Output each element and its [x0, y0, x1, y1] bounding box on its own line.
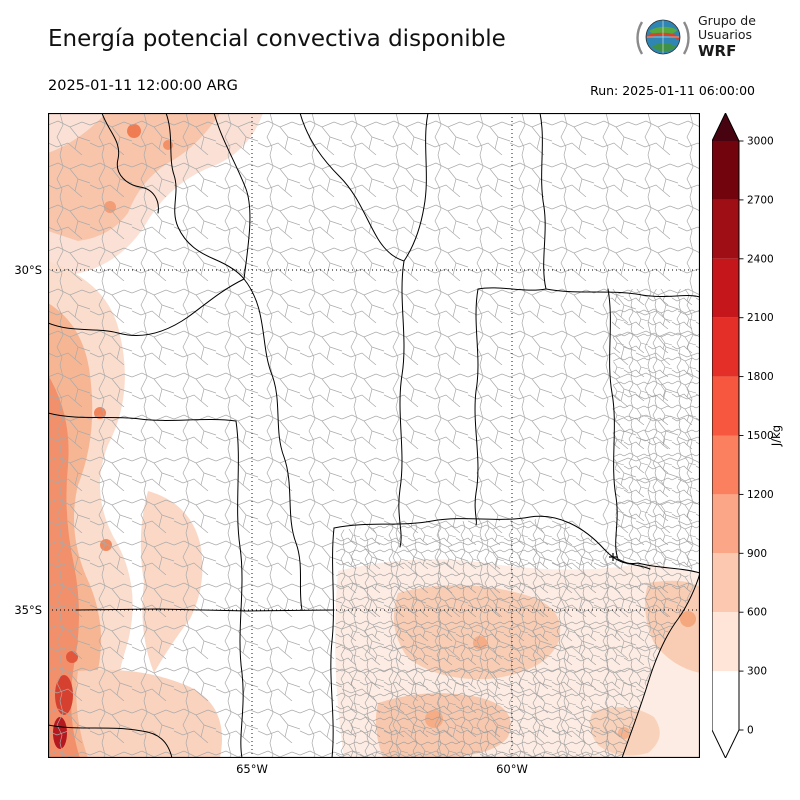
colorbar-segment	[712, 612, 739, 672]
colorbar-tick-label: 2100	[747, 312, 774, 324]
logo-line-2: Usuarios	[698, 27, 753, 43]
colorbar-segment	[712, 671, 739, 730]
lon-tick-65w: 65°W	[236, 762, 268, 776]
logo-line-1: Grupo de	[698, 13, 756, 28]
colorbar-tick-label: 2400	[747, 253, 774, 265]
colorbar-tick-label: 600	[747, 607, 767, 619]
globe-icon	[636, 19, 690, 55]
colorbar-segment	[712, 553, 739, 613]
page-title: Energía potencial convectiva disponible	[48, 26, 506, 52]
department-boundaries-layer	[48, 113, 700, 758]
map-canvas	[48, 113, 700, 758]
colorbar-tick-labels: 3000 2700 2400 2100 1800 1500 1200 900 6…	[747, 136, 774, 737]
colorbar-segment	[712, 494, 739, 554]
colorbar-over-arrow	[712, 113, 739, 141]
colorbar-tick-label: 900	[747, 548, 767, 560]
valid-time-label: 2025-01-11 12:00:00 ARG	[48, 78, 238, 94]
colorbar-canvas: 3000 2700 2400 2100 1800 1500 1200 900 6…	[712, 113, 783, 758]
colorbar-segment	[712, 141, 739, 200]
wrf-logo: Grupo de Usuarios WRF	[634, 8, 756, 66]
colorbar-under-arrow	[712, 730, 739, 758]
colorbar-tick-label: 3000	[747, 136, 774, 148]
colorbar-tick-label: 1800	[747, 371, 774, 383]
colorbar-tick-label: 2700	[747, 194, 774, 206]
buenos-aires-marker	[609, 553, 617, 561]
graticule-layer	[48, 113, 700, 758]
map-frame	[48, 113, 700, 758]
colorbar-segment	[712, 376, 739, 436]
colorbar-units-label: J/kg	[769, 425, 783, 447]
lat-tick-35s: 35°S	[14, 603, 42, 617]
run-time-label: Run: 2025-01-11 06:00:00	[590, 83, 755, 98]
logo-text: Grupo de Usuarios WRF	[698, 13, 756, 60]
lat-tick-30s: 30°S	[14, 263, 42, 277]
province-boundaries-layer	[48, 113, 700, 758]
colorbar-tick-label: 0	[747, 725, 754, 737]
map-panel	[48, 113, 700, 758]
logo-line-3: WRF	[698, 41, 737, 60]
colorbar-segment	[712, 258, 739, 318]
colorbar: 3000 2700 2400 2100 1800 1500 1200 900 6…	[712, 113, 792, 758]
colorbar-tick-label: 1500	[747, 430, 774, 442]
colorbar-tick-label: 300	[747, 666, 767, 678]
colorbar-segment	[712, 435, 739, 495]
colorbar-tick-label: 1200	[747, 489, 774, 501]
colorbar-segment	[712, 199, 739, 259]
colorbar-ticks	[739, 140, 744, 731]
lon-tick-60w: 60°W	[496, 762, 528, 776]
colorbar-segment	[712, 317, 739, 377]
